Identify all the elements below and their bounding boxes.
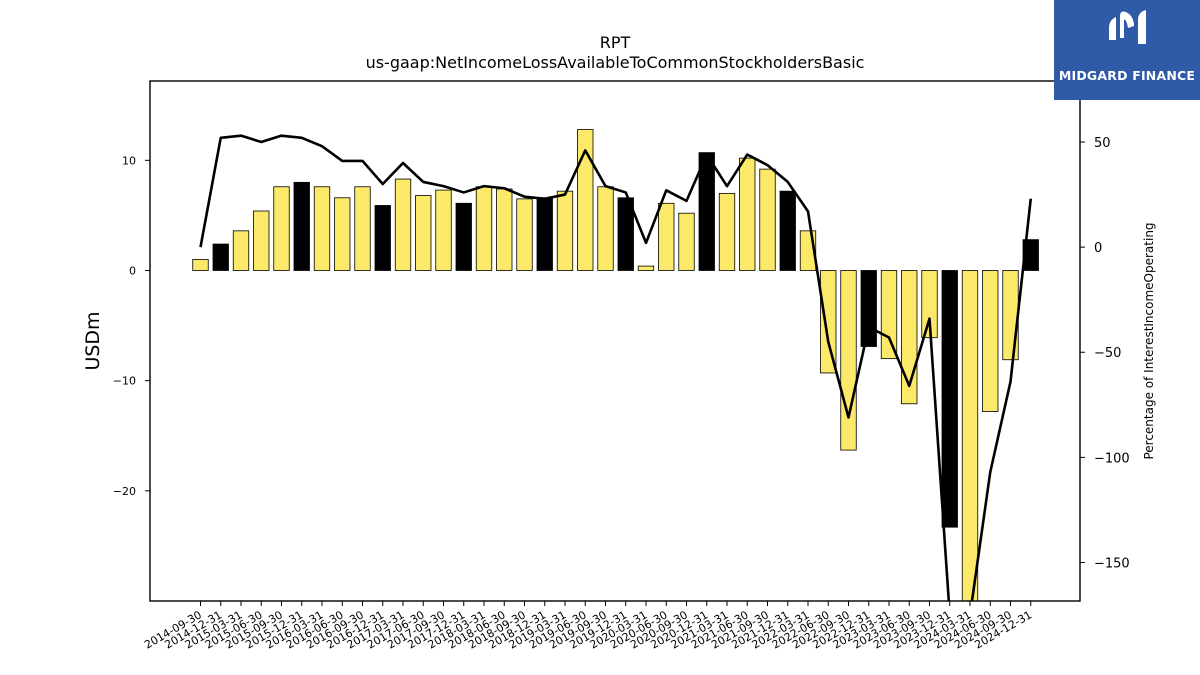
bar (1022, 239, 1039, 271)
plot-area: 100−10−20500−50−100−1502014-09-302014-12… (113, 80, 1130, 652)
bar (637, 265, 655, 271)
bar (374, 205, 391, 271)
bar (921, 270, 938, 339)
bar (273, 186, 290, 271)
bar (455, 202, 472, 271)
y-axis-right-label: Percentage of InterestIncomeOperating (1142, 222, 1156, 459)
bar (516, 198, 533, 271)
chart-title: RPT (600, 33, 631, 52)
y-right-tick-label: 50 (1094, 136, 1111, 151)
midgard-logo-icon (1109, 10, 1146, 44)
chart-subtitle: us-gaap:NetIncomeLossAvailableToCommonSt… (366, 53, 865, 72)
y-right-tick-label: −50 (1094, 346, 1121, 361)
bar (718, 192, 736, 271)
bar (192, 259, 209, 271)
bar (496, 188, 513, 271)
bar (739, 157, 756, 271)
bar (597, 186, 614, 271)
line-series (199, 134, 1033, 601)
bar (941, 270, 958, 528)
bar (556, 190, 574, 271)
bar (840, 270, 857, 451)
bar (860, 270, 877, 347)
bar (536, 197, 553, 271)
bar (577, 129, 594, 271)
plot-frame (149, 80, 1081, 602)
bar (961, 270, 979, 601)
brand-logo: MIDGARD FINANCE (1054, 0, 1200, 100)
bar (354, 186, 371, 271)
y-right-tick-label: −150 (1094, 557, 1130, 572)
bar (394, 178, 412, 271)
bar (698, 152, 715, 271)
bar (820, 270, 837, 374)
bar (415, 195, 432, 271)
bar (678, 212, 695, 271)
bar (212, 243, 229, 271)
bar (779, 190, 796, 271)
y-left-tick-label: −20 (113, 485, 136, 498)
y-axis-left-label: USDm (82, 311, 104, 370)
y-left-tick-label: 10 (122, 154, 136, 167)
y-left-tick-label: −10 (113, 375, 136, 388)
bar (1002, 270, 1019, 361)
bar (313, 186, 331, 271)
bar (232, 230, 250, 271)
bar (880, 270, 898, 360)
bar (617, 197, 634, 271)
y-right-tick-label: −100 (1094, 451, 1130, 466)
bar (475, 186, 493, 271)
bar (435, 189, 452, 271)
bar (334, 197, 351, 271)
y-right-tick-label: 0 (1094, 241, 1102, 256)
bar (982, 270, 999, 412)
bar (293, 181, 310, 271)
bar (658, 202, 675, 271)
brand-logo-text: MIDGARD FINANCE (1058, 68, 1196, 83)
bar (253, 210, 270, 271)
bar (759, 168, 776, 271)
y-left-tick-label: 0 (129, 264, 136, 277)
